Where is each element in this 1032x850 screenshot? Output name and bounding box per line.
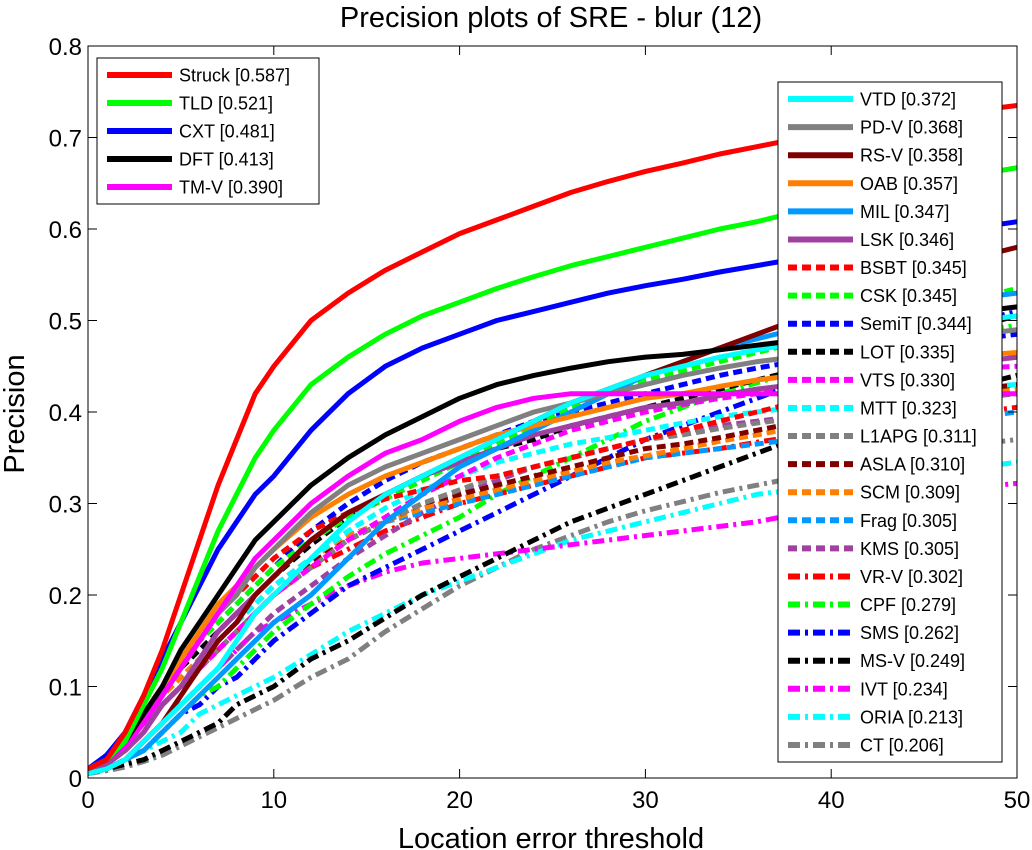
legend-entry-label: CPF [0.279] bbox=[860, 595, 956, 615]
legend-entry-label: VTS [0.330] bbox=[860, 370, 955, 390]
y-tick-label: 0.4 bbox=[49, 400, 82, 427]
legend-entry-label: LOT [0.335] bbox=[860, 342, 955, 362]
legend-entry-label: CT [0.206] bbox=[860, 735, 944, 755]
y-tick-label: 0 bbox=[69, 766, 82, 793]
series-line-scm bbox=[88, 386, 1017, 772]
y-tick-label: 0.2 bbox=[49, 583, 82, 610]
x-axis-label: Location error threshold bbox=[398, 823, 704, 850]
legend-entry-label: OAB [0.357] bbox=[860, 174, 958, 194]
legend-entry-label: CSK [0.345] bbox=[860, 286, 957, 306]
legend-entry-label: CXT [0.481] bbox=[179, 122, 275, 142]
legend-entry-label: LSK [0.346] bbox=[860, 230, 954, 250]
legend-entry-label: KMS [0.305] bbox=[860, 539, 959, 559]
legend-entry-label: MTT [0.323] bbox=[860, 398, 957, 418]
legend-entry-label: SCM [0.309] bbox=[860, 483, 960, 503]
legend-entry-label: L1APG [0.311] bbox=[860, 427, 977, 447]
x-tick-label: 0 bbox=[81, 787, 94, 814]
legend-entry-label: MS-V [0.249] bbox=[860, 651, 965, 671]
legend-entry-label: VTD [0.372] bbox=[860, 90, 956, 110]
y-tick-label: 0.8 bbox=[49, 34, 82, 61]
chart-title: Precision plots of SRE - blur (12) bbox=[340, 2, 762, 34]
x-tick-label: 50 bbox=[1004, 787, 1031, 814]
legend-entry-label: BSBT [0.345] bbox=[860, 258, 967, 278]
y-tick-label: 0.5 bbox=[49, 309, 82, 336]
legends: Struck [0.587] TLD [0.521] CXT [0.481] DFT … bbox=[96, 57, 1003, 763]
y-tick-label: 0.1 bbox=[49, 675, 82, 702]
legend-entry-label: IVT [0.234] bbox=[860, 679, 948, 699]
legend-entry-label: PD-V [0.368] bbox=[860, 118, 963, 138]
x-tick-label: 40 bbox=[818, 787, 845, 814]
legend-entry-label: Struck [0.587] bbox=[179, 66, 290, 86]
legend-entry-label: VR-V [0.302] bbox=[860, 567, 963, 587]
legend-entry-label: Frag [0.305] bbox=[860, 511, 957, 531]
y-tick-label: 0.6 bbox=[49, 217, 82, 244]
y-tick-label: 0.3 bbox=[49, 492, 82, 519]
legend-entry-label: DFT [0.413] bbox=[179, 150, 274, 170]
legend-entry-label: SemiT [0.344] bbox=[860, 314, 972, 334]
x-tick-label: 10 bbox=[260, 787, 287, 814]
legend-entry-label: MIL [0.347] bbox=[860, 202, 949, 222]
legend-entry-label: SMS [0.262] bbox=[860, 623, 959, 643]
series-line-l1apg bbox=[88, 391, 1017, 772]
legend-top-left: Struck [0.587] TLD [0.521] CXT [0.481] DFT … bbox=[96, 57, 320, 205]
legend-entry-label: ASLA [0.310] bbox=[860, 455, 965, 475]
y-axis-label: Precision bbox=[0, 354, 31, 473]
y-tick-label: 0.7 bbox=[49, 126, 82, 153]
legend-right: VTD [0.372] PD-V [0.368] RS-V [0.358] OAB [… bbox=[777, 81, 1003, 763]
legend-entry-label: TLD [0.521] bbox=[179, 94, 273, 114]
legend-entry-label: ORIA [0.213] bbox=[860, 707, 963, 727]
series-line-asla bbox=[88, 382, 1017, 772]
x-tick-label: 20 bbox=[446, 787, 473, 814]
legend-entry-label: RS-V [0.358] bbox=[860, 146, 963, 166]
axis-ticks: 0 10 20 30 40 50 0 0.1 0.2 0.3 0.4 0.5 0.6 0.7 0.8 bbox=[49, 34, 1031, 814]
legend-box bbox=[777, 81, 1003, 763]
x-tick-label: 30 bbox=[632, 787, 659, 814]
legend-entry-label: TM-V [0.390] bbox=[179, 178, 283, 198]
